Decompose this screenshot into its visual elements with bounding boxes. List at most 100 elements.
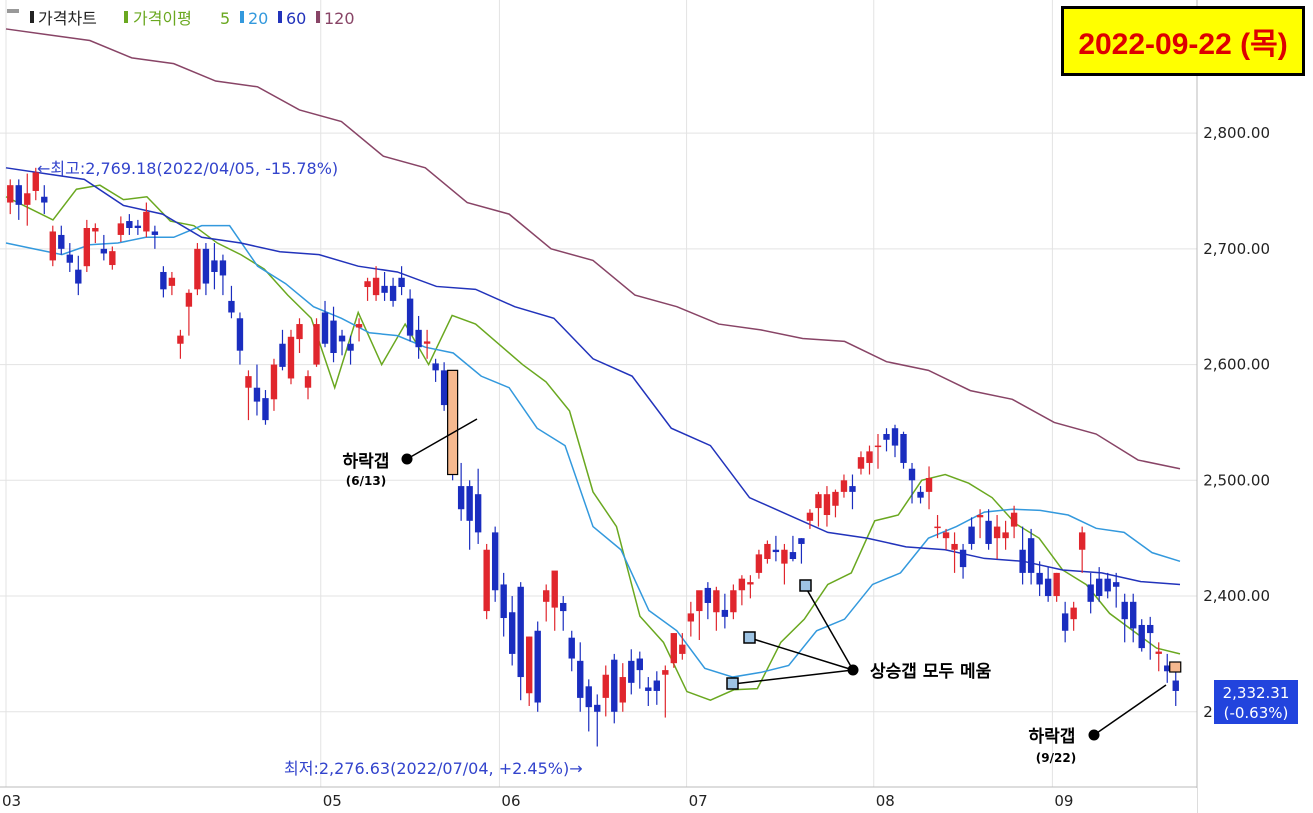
candle-body xyxy=(313,324,320,365)
candle-body xyxy=(287,336,295,379)
candle-body xyxy=(491,532,499,591)
current-price-value: 2,332.31 xyxy=(1223,684,1290,702)
candle-body xyxy=(228,300,235,313)
candle-body xyxy=(568,637,575,659)
gap-highlight xyxy=(1169,661,1182,673)
candle-body xyxy=(951,543,958,550)
grid xyxy=(0,0,1197,787)
x-axis: 03 05 06 07 08 09 xyxy=(2,792,1073,810)
current-price-box: 2,332.31 (-0.63%) xyxy=(1214,680,1298,724)
y-tick-label: 2,700.00 xyxy=(1203,240,1270,258)
candle-body xyxy=(993,526,1001,539)
candle-body xyxy=(457,486,465,510)
candle-body xyxy=(849,486,856,492)
candle-body xyxy=(730,590,737,613)
candle-body xyxy=(857,457,865,469)
annotation-sub: (9/22) xyxy=(1036,751,1076,765)
legend-ma5: 5 xyxy=(220,9,230,28)
candle-body xyxy=(304,376,312,388)
candle-body xyxy=(1053,572,1060,597)
candle-body xyxy=(66,254,73,263)
annotation-leader xyxy=(805,587,854,671)
candle-body xyxy=(840,480,848,492)
candle-body xyxy=(355,324,363,328)
candle-body xyxy=(1078,532,1086,550)
legend: 가격차트 가격이평 5 20 60 120 xyxy=(7,9,355,28)
candle-body xyxy=(177,335,184,344)
candle-body xyxy=(1113,582,1120,587)
candle-body xyxy=(1138,624,1145,649)
date-badge: 2022-09-22 (목) xyxy=(1061,6,1305,76)
candle-body xyxy=(517,586,524,678)
candle-body xyxy=(508,612,516,654)
candle-body xyxy=(168,277,176,286)
candle-body xyxy=(585,686,592,708)
ma-line-5 xyxy=(5,184,1181,702)
candle-body xyxy=(526,636,533,694)
candle-body xyxy=(474,494,482,533)
candle-body xyxy=(143,211,150,232)
candle-body xyxy=(347,343,354,351)
candle-body xyxy=(109,251,116,266)
candle-body xyxy=(925,477,933,492)
legend-ma60: 60 xyxy=(286,9,306,28)
annotation-gaps-filled: 상승갭 모두 메움 xyxy=(726,579,992,690)
candle-body xyxy=(262,398,269,421)
legend-ma20-marker xyxy=(240,11,244,23)
candle-body xyxy=(7,185,14,203)
candle-body xyxy=(32,172,39,191)
candle-body xyxy=(594,704,601,712)
candle-body xyxy=(92,227,99,232)
legend-ma120: 120 xyxy=(324,9,355,28)
gap-highlight xyxy=(447,369,459,476)
candle-body xyxy=(100,248,108,254)
annotation-gap-down-1: 하락갭 (6/13) xyxy=(343,418,478,488)
annotation-dot xyxy=(847,664,859,676)
candle-body xyxy=(194,248,201,290)
annotation-leader xyxy=(749,637,854,671)
candle-body xyxy=(415,329,422,348)
candle-body xyxy=(1070,607,1077,620)
candle-body xyxy=(432,363,439,371)
candle-body xyxy=(75,269,82,284)
candle-body xyxy=(976,515,984,518)
legend-ma60-marker xyxy=(278,11,282,23)
candle-body xyxy=(160,271,167,290)
candle-body xyxy=(500,584,507,619)
candle-body xyxy=(721,609,729,617)
y-tick-label: 2,400.00 xyxy=(1203,587,1270,605)
candle-body xyxy=(330,320,337,353)
candle-body xyxy=(202,248,210,284)
annotation-dot xyxy=(401,453,413,465)
candle-body xyxy=(934,526,941,529)
candle-body xyxy=(466,486,473,521)
candle-body xyxy=(942,532,950,539)
candle-body xyxy=(134,225,142,228)
candle-body xyxy=(270,364,278,400)
candle-body xyxy=(900,434,907,463)
candle-body xyxy=(959,549,967,568)
candle-body xyxy=(423,341,431,344)
candle-body xyxy=(24,193,31,205)
candle-body xyxy=(49,231,56,261)
candle-body xyxy=(126,221,133,228)
candle-body xyxy=(151,231,159,235)
x-tick-label: 06 xyxy=(501,792,520,810)
annotation-leader xyxy=(406,418,478,460)
candle-body xyxy=(755,554,763,573)
candle-body xyxy=(1061,613,1069,631)
candle-body xyxy=(1172,680,1179,691)
candle-body xyxy=(696,590,703,612)
current-price-change: (-0.63%) xyxy=(1224,704,1289,722)
candle-body xyxy=(747,582,754,585)
x-tick-label: 05 xyxy=(323,792,342,810)
ma-line-60 xyxy=(5,167,1181,586)
candle-body xyxy=(534,630,541,703)
candle-body xyxy=(1164,665,1171,672)
moving-average-lines xyxy=(5,28,1181,702)
legend-ma-label: 가격이평 xyxy=(133,9,192,28)
candle-body xyxy=(679,644,686,654)
candle-body xyxy=(321,312,329,344)
current-price-bg xyxy=(1214,680,1298,724)
